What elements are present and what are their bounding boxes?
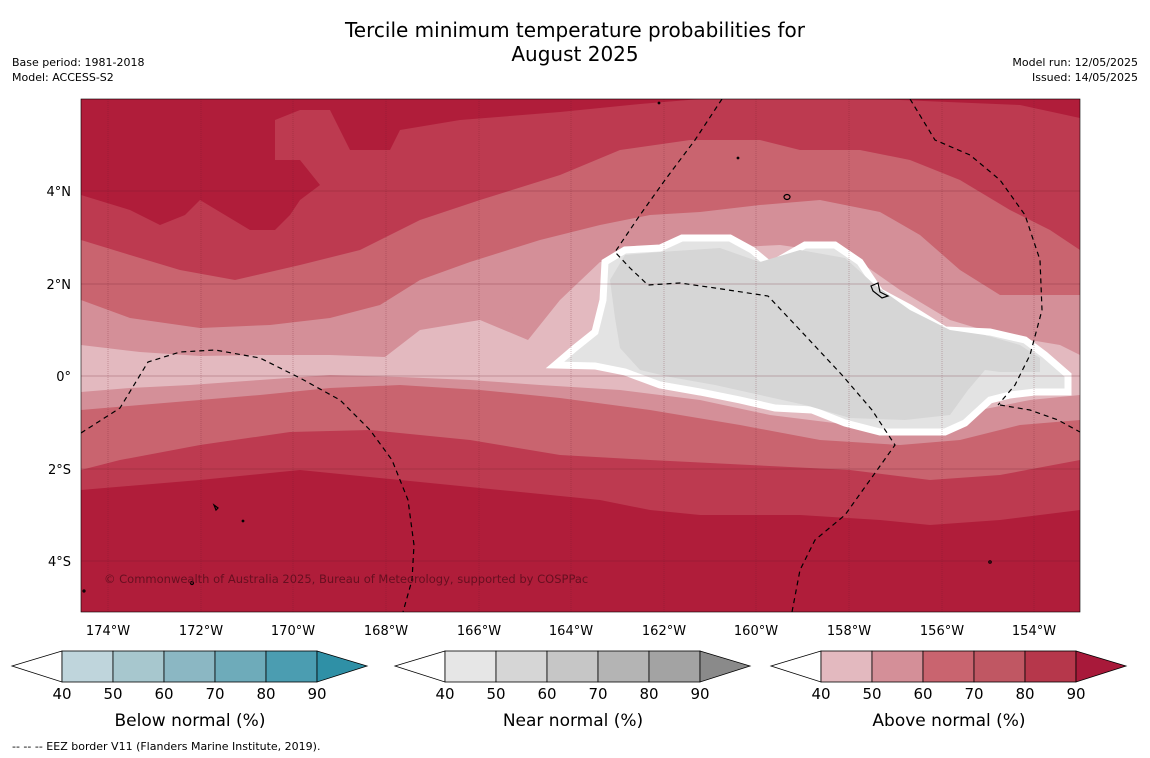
lat-label: 2°S — [48, 463, 71, 478]
lon-label: 160°W — [734, 624, 778, 639]
tick-label: 60 — [154, 685, 173, 703]
colorbar-swatch — [922, 650, 975, 683]
tick-label: 40 — [435, 685, 454, 703]
lat-label: 4°S — [48, 555, 71, 570]
colorbar-swatch — [61, 650, 114, 683]
tick-label: 80 — [256, 685, 275, 703]
tick-label: 40 — [52, 685, 71, 703]
colorbar-swatch — [444, 650, 497, 683]
run-info: Model run: 12/05/2025 Issued: 14/05/2025 — [1012, 55, 1138, 85]
island-blob — [505, 312, 513, 325]
colorbar-swatch — [214, 650, 267, 683]
lat-label: 0° — [56, 370, 71, 385]
tick-label: 60 — [537, 685, 556, 703]
lon-label: 156°W — [920, 624, 964, 639]
tick-label: 80 — [639, 685, 658, 703]
zone-near-60-70 — [610, 248, 1040, 420]
title-line-2: August 2025 — [511, 42, 639, 66]
lon-label: 172°W — [179, 624, 223, 639]
colorbar-below-normal: 40 50 60 70 80 90 Below normal (%) — [10, 650, 369, 731]
lon-label: 154°W — [1012, 624, 1056, 639]
colorbar-above-normal: 40 50 60 70 80 90 Above normal (%) — [769, 650, 1128, 731]
model-name: Model: ACCESS-S2 — [12, 71, 114, 84]
colorbar-swatch — [546, 650, 599, 683]
tick-label: 90 — [1066, 685, 1085, 703]
tick-label: 50 — [103, 685, 122, 703]
tick-label: 60 — [913, 685, 932, 703]
colorbar-swatch — [112, 650, 165, 683]
probability-field — [81, 99, 1080, 612]
tick-label: 90 — [690, 685, 709, 703]
lon-label: 164°W — [549, 624, 593, 639]
title-line-1: Tercile minimum temperature probabilitie… — [344, 18, 806, 42]
tick-label: 50 — [862, 685, 881, 703]
tick-label: 80 — [1015, 685, 1034, 703]
colorbar-swatch — [973, 650, 1026, 683]
tick-label: 70 — [964, 685, 983, 703]
colorbar-swatch — [871, 650, 924, 683]
eez-borders — [81, 99, 1080, 612]
colorbar-near-normal: 40 50 60 70 80 90 Near normal (%) — [393, 650, 752, 731]
longitude-labels: 174°W 172°W 170°W 168°W 166°W 164°W 162°… — [86, 624, 1056, 639]
colorbar-swatch — [163, 650, 216, 683]
graticule — [81, 99, 1080, 612]
colorbar-swatch — [648, 650, 701, 683]
copyright-note: © Commonwealth of Australia 2025, Bureau… — [104, 572, 588, 586]
lon-label: 162°W — [642, 624, 686, 639]
island-blob-2 — [693, 334, 705, 345]
model-run: Model run: 12/05/2025 — [1012, 56, 1138, 69]
colorbar-swatch — [495, 650, 548, 683]
colorbar-swatch — [316, 650, 369, 683]
latitude-labels: 4°N 2°N 0° 2°S 4°S — [47, 185, 72, 570]
lon-label: 170°W — [271, 624, 315, 639]
eez-footnote: -- -- -- EEZ border V11 (Flanders Marine… — [12, 740, 321, 753]
lon-label: 158°W — [827, 624, 871, 639]
colorbar-swatch — [699, 650, 752, 683]
lon-label: 166°W — [457, 624, 501, 639]
lat-label: 4°N — [47, 185, 72, 200]
base-period: Base period: 1981-2018 — [12, 56, 145, 69]
colorbar-title: Above normal (%) — [872, 711, 1025, 731]
colorbar-swatch — [1024, 650, 1077, 683]
issued-date: Issued: 14/05/2025 — [1031, 71, 1138, 84]
lat-label: 2°N — [47, 278, 72, 293]
map-frame — [80, 98, 1081, 613]
lon-label: 174°W — [86, 624, 130, 639]
map-title: Tercile minimum temperature probabilitie… — [0, 18, 1150, 66]
tick-label: 90 — [307, 685, 326, 703]
colorbar-title: Near normal (%) — [503, 711, 643, 731]
colorbar-swatch — [597, 650, 650, 683]
tick-label: 70 — [588, 685, 607, 703]
tick-label: 50 — [486, 685, 505, 703]
tick-label: 40 — [811, 685, 830, 703]
colorbar-title: Below normal (%) — [115, 711, 266, 731]
tick-label: 70 — [205, 685, 224, 703]
islands — [82, 101, 992, 593]
colorbar-swatch — [820, 650, 873, 683]
base-info: Base period: 1981-2018 Model: ACCESS-S2 — [12, 55, 144, 85]
lon-label: 168°W — [364, 624, 408, 639]
colorbar-swatch — [265, 650, 318, 683]
colorbar-swatch — [1075, 650, 1128, 683]
